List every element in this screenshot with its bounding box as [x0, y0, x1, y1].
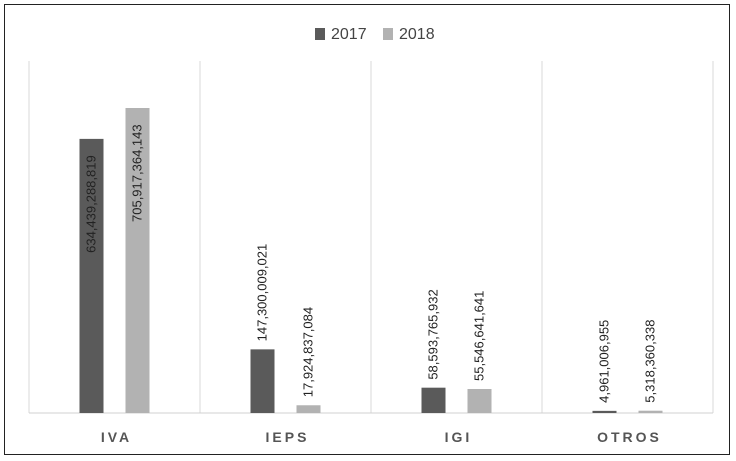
chart-frame: 634,439,288,819 705,917,364,143 IVA 147,300…: [4, 4, 730, 455]
x-tick-label-otros: OTROS: [597, 429, 662, 445]
bar-2017-igi: [421, 387, 446, 413]
bar-2018-ieps: [296, 405, 321, 413]
x-tick-label-ieps: IEPS: [266, 429, 310, 445]
legend-label-2017: 2017: [331, 26, 367, 43]
data-label-2018-igi: 55,546,641,641: [472, 291, 487, 381]
data-label-2018-ieps: 17,924,837,084: [301, 307, 316, 397]
data-label-2017-iva: 634,439,288,819: [84, 155, 99, 253]
x-tick-label-iva: IVA: [101, 429, 132, 445]
bar-2017-ieps: [250, 349, 275, 413]
data-label-2017-otros: 4,961,006,955: [597, 320, 612, 403]
bar-2017-iva: [79, 138, 104, 414]
bar-2017-otros: [592, 410, 617, 413]
bar-2018-igi: [467, 389, 492, 413]
data-label-2018-iva: 705,917,364,143: [130, 124, 145, 222]
data-label-2017-ieps: 147,300,009,021: [255, 244, 270, 342]
bar-chart: 634,439,288,819 705,917,364,143 IVA 147,300…: [28, 26, 714, 445]
legend-swatch-2018: [383, 28, 393, 40]
bar-2018-iva: [125, 108, 150, 413]
bar-2018-otros: [638, 410, 663, 413]
x-tick-label-igi: IGI: [445, 429, 473, 445]
data-label-2017-igi: 58,593,765,932: [426, 289, 441, 379]
legend-swatch-2017: [315, 28, 325, 40]
data-label-2018-otros: 5,318,360,338: [643, 320, 658, 403]
legend-label-2018: 2018: [399, 26, 435, 43]
